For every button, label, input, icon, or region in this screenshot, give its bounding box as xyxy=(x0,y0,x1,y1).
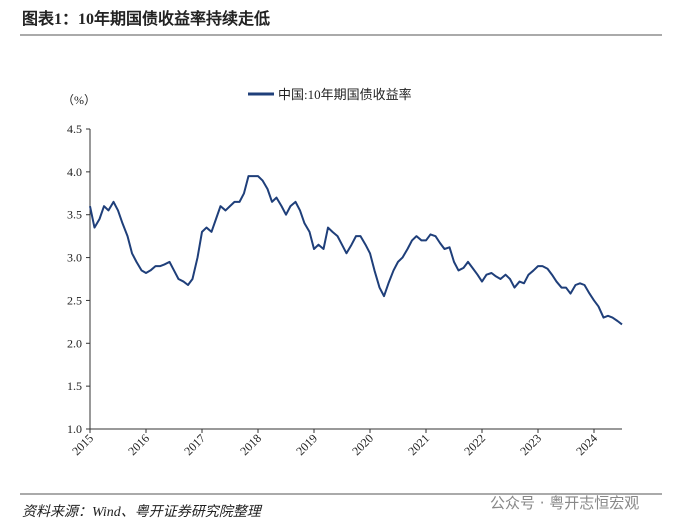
y-tick-label: 3.5 xyxy=(67,208,82,222)
watermark: 公众号 · 粤开志恒宏观 xyxy=(490,494,639,512)
x-tick-label: 2021 xyxy=(405,431,432,458)
y-tick-label: 2.0 xyxy=(67,336,82,350)
legend-label: 中国:10年期国债收益率 xyxy=(278,87,412,102)
y-tick-label: 1.0 xyxy=(67,422,82,436)
x-tick-label: 2018 xyxy=(237,431,264,458)
y-tick-label: 4.0 xyxy=(67,165,82,179)
x-tick-label: 2023 xyxy=(517,431,544,458)
y-tick-label: 3.0 xyxy=(67,251,82,265)
x-tick-label: 2022 xyxy=(461,431,488,458)
x-tick-label: 2017 xyxy=(181,431,208,458)
y-tick-label: 2.5 xyxy=(67,293,82,307)
source: 资料来源：Wind、粤开证券研究院整理 xyxy=(22,504,263,520)
x-tick-label: 2020 xyxy=(349,431,376,458)
x-tick-label: 2016 xyxy=(125,431,152,458)
chart-title: 图表1：10年期国债收益率持续走低 xyxy=(22,9,270,28)
y-tick-label: 4.5 xyxy=(67,122,82,136)
x-tick-label: 2019 xyxy=(293,431,320,458)
y-unit: （%） xyxy=(62,93,96,107)
y-tick-label: 1.5 xyxy=(67,379,82,393)
line xyxy=(89,175,623,326)
x-tick-label: 2024 xyxy=(573,431,600,458)
